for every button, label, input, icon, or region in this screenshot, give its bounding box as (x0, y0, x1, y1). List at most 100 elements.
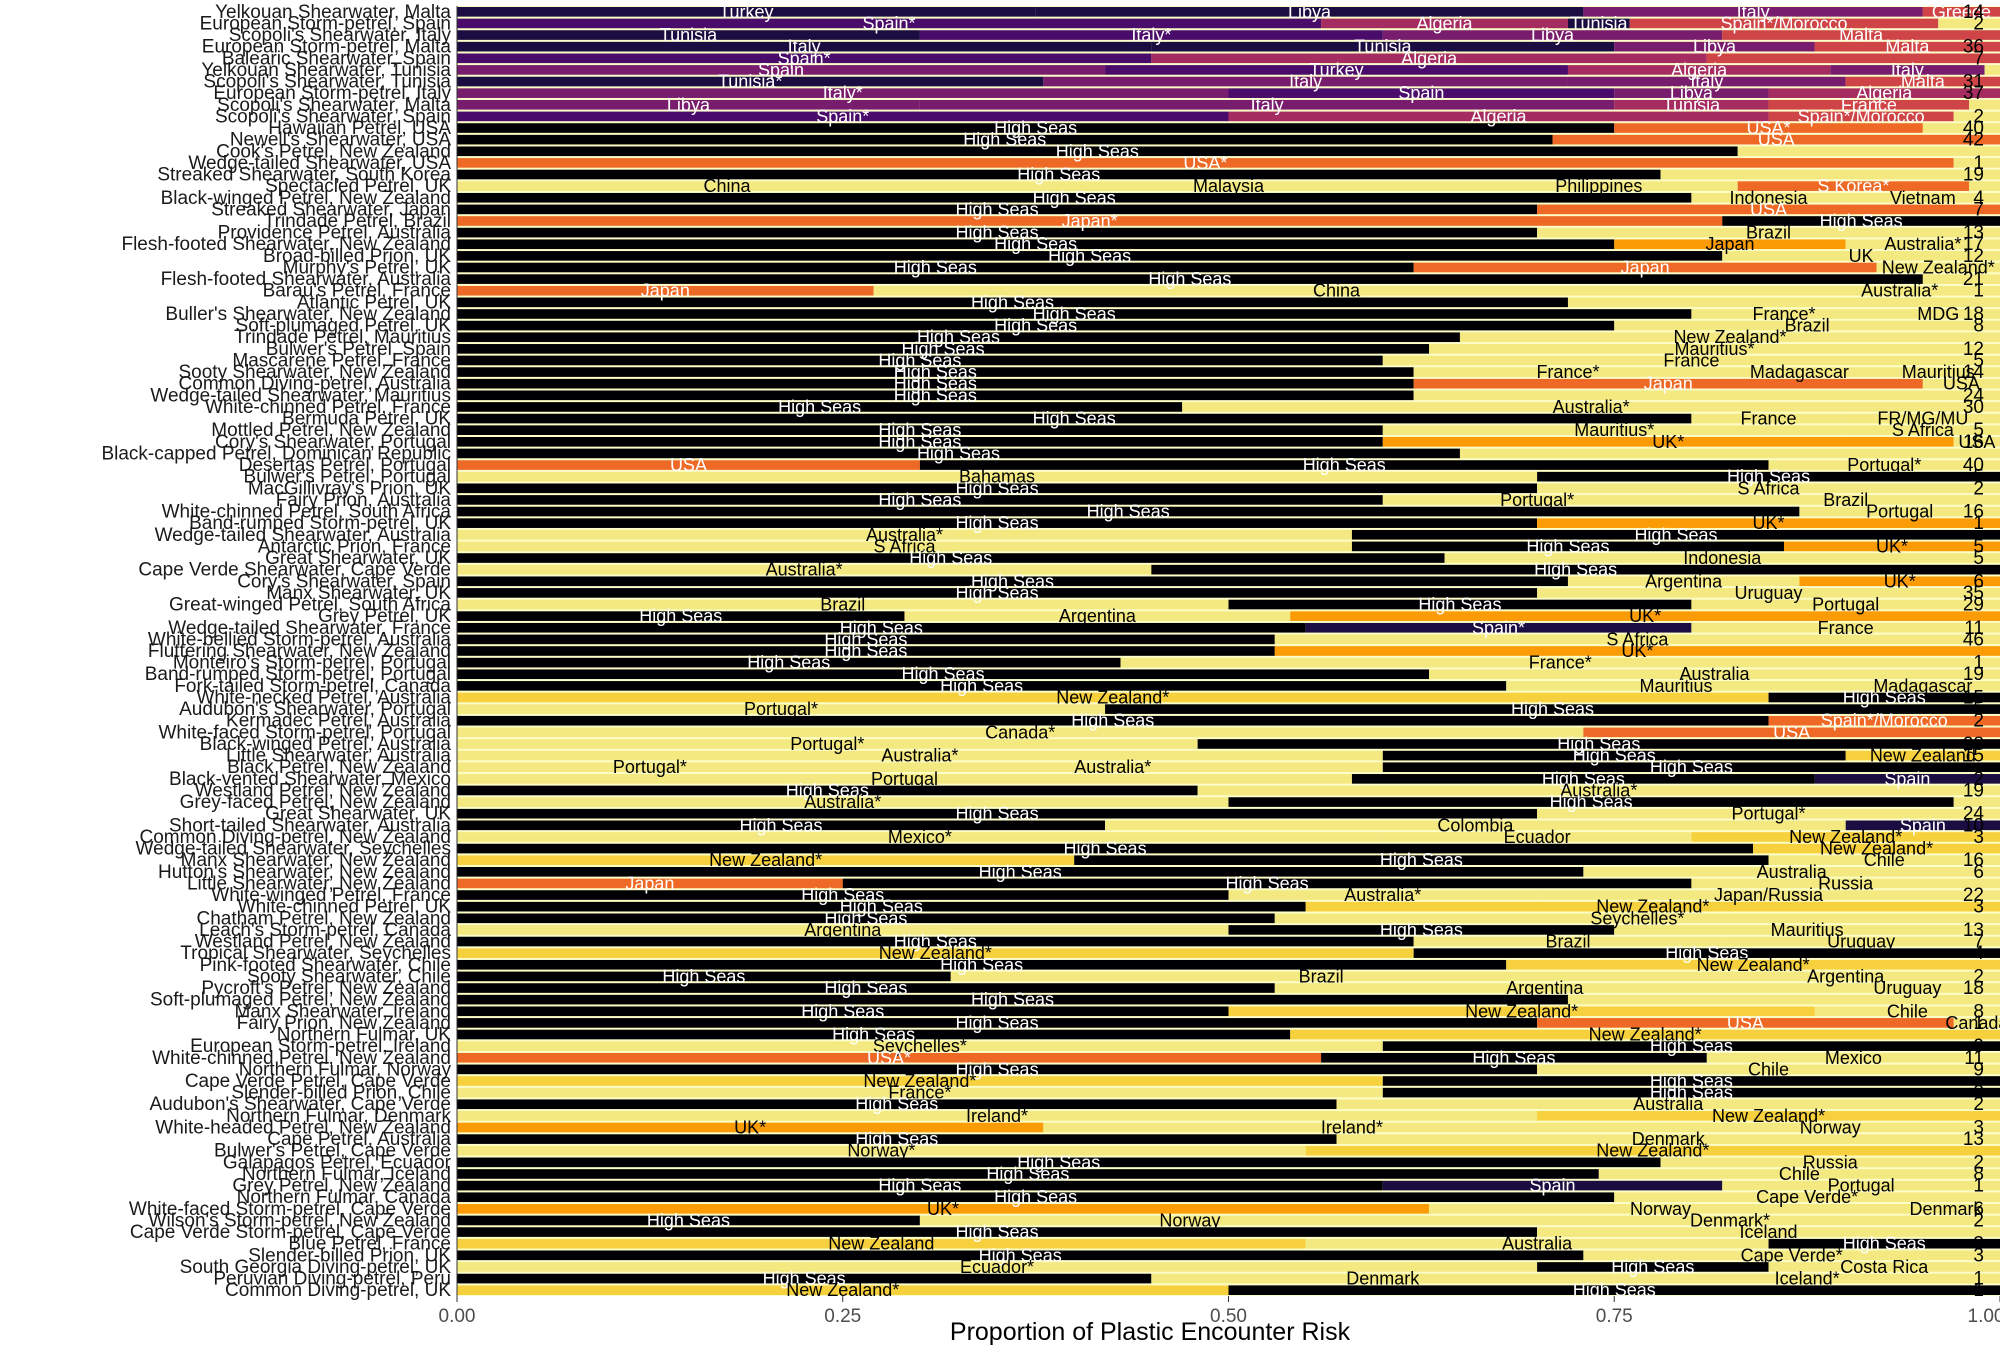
segment-label: Portugal* (744, 699, 818, 719)
bar-segment (1414, 391, 2000, 401)
segment-label: Spain* (816, 106, 869, 126)
segment-label: High Seas (994, 316, 1077, 336)
segment-label: UK* (1876, 536, 1908, 556)
segment-label: High Seas (647, 1210, 730, 1230)
segment-label: Ireland* (1321, 1117, 1383, 1137)
segment-label: Australia* (1884, 234, 1961, 254)
segment-label: France (1741, 409, 1797, 429)
segment-label: New Zealand (828, 1234, 934, 1254)
count-label: 18 (1963, 978, 1984, 999)
segment-label: High Seas (778, 397, 861, 417)
segment-label: Australia* (1861, 281, 1938, 301)
count-label: 12 (1963, 246, 1984, 267)
segment-label: Spain (1530, 1176, 1576, 1196)
segment-label: Norway (1630, 1199, 1691, 1219)
segment-label: Portugal* (613, 757, 687, 777)
segment-label: High Seas (1650, 1036, 1733, 1056)
segment-label: Malta (1839, 25, 1884, 45)
segment-label: High Seas (994, 1187, 1077, 1207)
count-label: 16 (1963, 432, 1984, 453)
segment-label: Chile (1748, 1059, 1789, 1079)
segment-label: Argentina (1645, 571, 1723, 591)
segment-label: Japan/Russia (1714, 885, 1824, 905)
segment-label: High Seas (801, 1001, 884, 1021)
segment-label: High Seas (1511, 699, 1594, 719)
segment-label: High Seas (1064, 839, 1147, 859)
segment-label: Costa Rica (1840, 1257, 1929, 1277)
segment-label: Australia* (766, 560, 843, 580)
segment-label: High Seas (956, 1013, 1039, 1033)
count-label: 1 (1973, 513, 1984, 534)
segment-label: Cape Verde* (1756, 1187, 1858, 1207)
segment-label: High Seas (940, 955, 1023, 975)
segment-label: Spain*/Morocco (1798, 106, 1925, 126)
segment-label: Indonesia (1683, 548, 1762, 568)
segment-label: High Seas (1380, 920, 1463, 940)
segment-label: UK* (734, 1117, 766, 1137)
segment-label: High Seas (963, 130, 1046, 150)
segment-label: Norway (1159, 1210, 1220, 1230)
segment-label: Denmark (1346, 1269, 1420, 1289)
segment-label: Uruguay (1735, 583, 1803, 603)
segment-label: High Seas (956, 199, 1039, 219)
segment-label: High Seas (956, 804, 1039, 824)
segment-label: High Seas (1017, 165, 1100, 185)
segment-label: High Seas (1820, 211, 1903, 231)
segment-label: China (704, 176, 752, 196)
segment-label: High Seas (1526, 536, 1609, 556)
segment-label: Libya (1693, 37, 1737, 57)
segment-label: Australia (1757, 862, 1828, 882)
segment-label: Seychelles* (1590, 908, 1684, 928)
x-tick-label: 1.00 (1968, 1306, 2000, 1327)
segment-label: Australia (1502, 1234, 1573, 1254)
segment-label: Norway (1800, 1117, 1861, 1137)
segment-label: High Seas (956, 583, 1039, 603)
segment-label: High Seas (1534, 560, 1617, 580)
segment-label: Mexico (1825, 1048, 1882, 1068)
segment-label: Portugal* (790, 734, 864, 754)
count-label: 2 (1973, 1210, 1984, 1231)
count-label: 1 (1973, 1013, 1984, 1034)
segment-label: Libya (667, 95, 711, 115)
segment-label: France (1663, 350, 1719, 370)
count-label: 7 (1973, 199, 1984, 220)
segment-label: Canada* (985, 722, 1055, 742)
segment-label: Spain*/Morocco (1821, 711, 1948, 731)
segment-label: Denmark (1909, 1199, 1983, 1219)
segment-label: Uruguay (1873, 978, 1941, 998)
segment-label: Uruguay (1827, 932, 1895, 952)
count-label: 4 (1973, 943, 1984, 964)
segment-label: Italy (1289, 72, 1322, 92)
count-label: 46 (1963, 629, 1984, 650)
count-label: 2 (1973, 1094, 1984, 1115)
segment-label: UK* (1884, 571, 1916, 591)
segment-label: Tunisia (1570, 13, 1628, 33)
segment-label: High Seas (1611, 1257, 1694, 1277)
segment-label: Australia* (881, 746, 958, 766)
segment-label: Ecuador (1504, 827, 1571, 847)
segment-label: High Seas (1380, 850, 1463, 870)
bar-segment (1923, 123, 2000, 133)
bar-segment (1707, 53, 2000, 63)
count-label: 2 (1973, 711, 1984, 732)
segment-label: Australia* (1074, 757, 1151, 777)
segment-label: High Seas (1033, 188, 1116, 208)
segment-label: Brazil (1299, 966, 1344, 986)
segment-label: France* (1529, 653, 1592, 673)
segment-label: High Seas (971, 990, 1054, 1010)
segment-label: USA* (1183, 153, 1227, 173)
segment-label: S Korea* (1817, 176, 1889, 196)
count-label: 37 (1963, 83, 1984, 104)
segment-label: Norway* (847, 1141, 915, 1161)
segment-label: Portugal (871, 769, 938, 789)
count-label: 3 (1973, 827, 1984, 848)
segment-label: High Seas (894, 385, 977, 405)
segment-label: High Seas (747, 653, 830, 673)
segment-label: High Seas (1048, 246, 1131, 266)
y-tick-label: Common Diving-petrel, UK (225, 1280, 451, 1301)
segment-label: High Seas (956, 513, 1039, 533)
segment-label: High Seas (1056, 141, 1139, 161)
segment-label: High Seas (986, 1164, 1069, 1184)
segment-label: Argentina (804, 920, 882, 940)
